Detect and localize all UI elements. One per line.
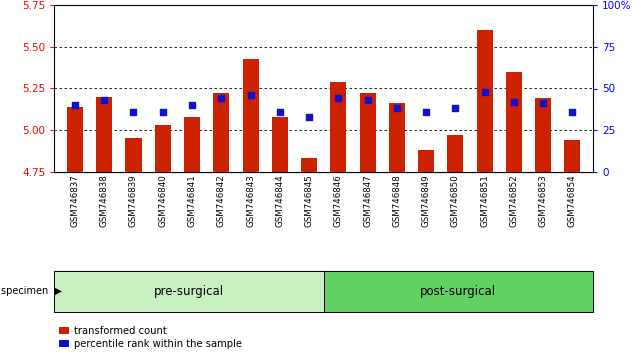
Text: GSM746843: GSM746843 [246, 175, 255, 227]
Point [421, 109, 431, 115]
Text: GSM746849: GSM746849 [422, 175, 431, 227]
Point [275, 109, 285, 115]
Text: post-surgical: post-surgical [420, 285, 496, 298]
Text: specimen  ▶: specimen ▶ [1, 286, 62, 296]
Bar [67, 107, 83, 172]
Bar [54, 271, 324, 312]
Point [216, 96, 226, 101]
Point [128, 109, 138, 115]
Text: GSM746850: GSM746850 [451, 175, 460, 227]
Point [187, 102, 197, 108]
Bar [330, 82, 346, 172]
Bar [535, 98, 551, 172]
Text: GSM746837: GSM746837 [71, 175, 79, 227]
Point [538, 101, 548, 106]
Text: GSM746841: GSM746841 [188, 175, 197, 227]
Point [392, 105, 402, 111]
Point [99, 97, 110, 103]
Bar [126, 138, 142, 172]
Point [246, 92, 256, 98]
Point [70, 102, 80, 108]
Text: GSM746854: GSM746854 [568, 175, 577, 227]
Text: GSM746848: GSM746848 [392, 175, 401, 227]
Text: GSM746845: GSM746845 [304, 175, 313, 227]
Point [450, 105, 460, 111]
Text: GSM746840: GSM746840 [158, 175, 167, 227]
Bar [184, 117, 200, 172]
Text: GSM746844: GSM746844 [276, 175, 285, 227]
Text: GSM746842: GSM746842 [217, 175, 226, 227]
Point [509, 99, 519, 105]
Text: GSM746851: GSM746851 [480, 175, 489, 227]
Bar [96, 97, 112, 172]
Bar [301, 158, 317, 172]
Point [158, 109, 168, 115]
Point [304, 114, 314, 120]
Bar [418, 150, 434, 172]
Legend: transformed count, percentile rank within the sample: transformed count, percentile rank withi… [60, 326, 242, 349]
Point [479, 89, 490, 95]
Bar [564, 140, 581, 172]
Text: GSM746846: GSM746846 [334, 175, 343, 227]
Bar [360, 93, 376, 172]
Bar [272, 117, 288, 172]
Bar [324, 271, 593, 312]
Point [567, 109, 578, 115]
Bar [389, 103, 405, 172]
Bar [242, 58, 258, 172]
Bar [477, 30, 493, 172]
Bar [213, 93, 229, 172]
Bar [447, 135, 463, 172]
Point [362, 97, 372, 103]
Text: GSM746839: GSM746839 [129, 175, 138, 227]
Text: GSM746853: GSM746853 [538, 175, 547, 227]
Text: GSM746852: GSM746852 [510, 175, 519, 227]
Bar [506, 72, 522, 172]
Text: GSM746838: GSM746838 [100, 175, 109, 227]
Text: pre-surgical: pre-surgical [154, 285, 224, 298]
Bar [154, 125, 171, 172]
Text: GSM746847: GSM746847 [363, 175, 372, 227]
Point [333, 96, 344, 101]
